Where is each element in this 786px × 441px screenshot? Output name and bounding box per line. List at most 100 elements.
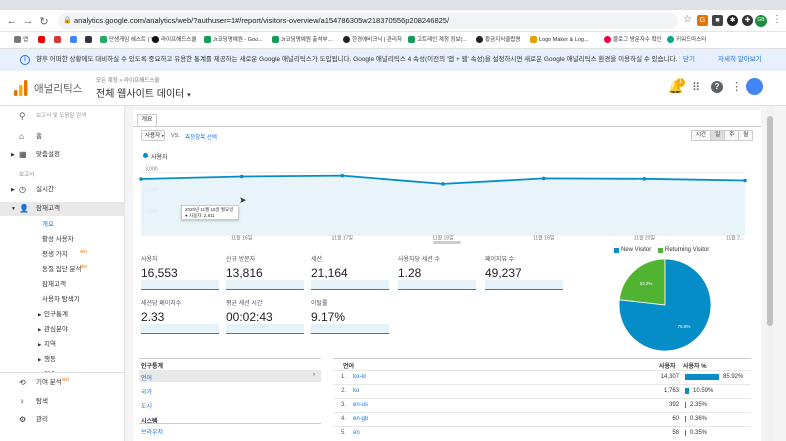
sidebar-item-audiences[interactable]: 잠재고객	[0, 278, 125, 292]
browser-menu-icon[interactable]: ⋮	[772, 14, 782, 25]
sidebar-item-lifetime-value[interactable]: 평생 가치 베타	[0, 248, 125, 262]
data-point[interactable]	[139, 177, 143, 181]
notice-close-link[interactable]: 닫기	[683, 56, 695, 63]
metric-tile[interactable]: 평균 세션 시간 00:02:43	[226, 298, 306, 334]
metric-dropdown[interactable]: 사용자 ▾	[141, 130, 165, 141]
sidebar-item-geo[interactable]: ▶ 지역	[0, 338, 125, 352]
granularity-week[interactable]: 주	[725, 130, 740, 141]
demographics-item-country[interactable]: 국가	[141, 390, 153, 396]
bookmark-youtube[interactable]	[38, 36, 47, 45]
forward-icon[interactable]: →	[22, 15, 34, 27]
system-heading: 시스템	[141, 419, 158, 425]
tab-overview[interactable]: 개요	[137, 114, 157, 126]
puzzle-icon[interactable]: ✚	[742, 15, 753, 26]
metric-tile[interactable]: 페이지뷰 수 49,237	[485, 254, 565, 290]
bookmark-site[interactable]: 라이프해드스쿨	[152, 36, 196, 45]
sidebar-item-customization[interactable]: ▶ ▦ 맞춤설정	[0, 148, 125, 162]
data-point[interactable]	[239, 174, 244, 179]
bookmarks-bar: 앱 단생게임 헤스트 | Tr... 라이프해드스쿨 Jr코딩명예원 - Goo…	[0, 32, 786, 49]
row-index: 2.	[341, 388, 347, 394]
sidebar-item-realtime[interactable]: ▶ ◷ 실시간	[0, 183, 125, 197]
bookmark-site[interactable]: 황금지식클럽명	[476, 36, 520, 45]
row-language-link[interactable]: ko-kr	[353, 374, 367, 380]
bookmark-site[interactable]	[85, 36, 94, 45]
data-point[interactable]	[743, 178, 747, 183]
sidebar-item-label: 동질 집단 분석	[42, 266, 82, 273]
pie-slice[interactable]	[618, 258, 666, 306]
notice-learn-more-link[interactable]: 자세히 알아보기	[718, 56, 762, 63]
bookmark-site[interactable]: 고트레인 계정 정보(...	[408, 36, 467, 45]
bookmark-site[interactable]: 한경에비크닉 | 관리자	[343, 36, 402, 45]
sidebar-item-audience[interactable]: ▼ 👤 잠재고객	[0, 202, 125, 216]
extension-icon[interactable]: ■	[712, 15, 723, 26]
pie-slice[interactable]	[618, 258, 712, 352]
extension-icon[interactable]: ✱	[727, 15, 738, 26]
apps-grid-icon[interactable]: ⠿	[692, 82, 701, 94]
sidebar-item-tech[interactable]: ▶ 기술	[0, 364, 125, 372]
sidebar-item-demographics[interactable]: ▶ 인구통계	[0, 308, 125, 322]
data-point[interactable]	[642, 177, 647, 181]
bookmark-site[interactable]: Logo Maker & Log...	[530, 36, 589, 45]
sidebar-item-cohort[interactable]: 동질 집단 분석 베타	[0, 263, 125, 277]
row-users: 392	[668, 402, 679, 408]
bookmark-site[interactable]: Jr코딩명예원 - Goo...	[204, 36, 263, 45]
sidebar-search[interactable]: ⚲ 보고서 및 도움말 검색	[0, 109, 125, 123]
data-point[interactable]	[441, 182, 445, 186]
sidebar-item-admin[interactable]: ⚙ 관리	[0, 413, 125, 427]
user-avatar[interactable]	[746, 78, 763, 95]
row-language-link[interactable]: ko	[353, 388, 360, 394]
profile-avatar[interactable]: GB	[755, 15, 767, 27]
granularity-day[interactable]: 일	[711, 130, 726, 141]
sidebar-item-discover[interactable]: ♀ 탐색	[0, 395, 125, 409]
metric-tile[interactable]: 사용자당 세션 수 1.28	[398, 254, 478, 290]
demographics-heading: 인구통계	[141, 364, 164, 370]
row-language-link[interactable]: en-us	[353, 402, 369, 408]
demographics-item-language[interactable]: 언어 ›	[139, 370, 321, 382]
row-users: 58	[672, 430, 679, 436]
data-point[interactable]	[340, 173, 345, 178]
help-icon[interactable]: ?	[711, 81, 723, 93]
sidebar-item-active-users[interactable]: 활성 사용자	[0, 233, 125, 247]
more-menu-icon[interactable]: ⋮	[731, 81, 742, 93]
sidebar-item-attribution[interactable]: ⟲ 기여 분석 베타	[0, 376, 125, 390]
bookmark-google[interactable]	[70, 36, 79, 45]
granularity-month[interactable]: 월	[739, 130, 754, 141]
page-scrollbar[interactable]	[766, 106, 774, 441]
sidebar-item-overview[interactable]: 개요	[0, 218, 125, 232]
scrollbar-thumb[interactable]	[767, 116, 773, 326]
url-bar[interactable]: 🔒 analytics.google.com/analytics/web/?aut…	[58, 13, 678, 29]
bookmark-site[interactable]: 단생게임 헤스트 | Tr...	[100, 36, 160, 45]
metric-tile[interactable]: 세션 21,164	[311, 254, 391, 290]
reload-icon[interactable]: ↻	[39, 15, 49, 28]
sidebar-item-user-explorer[interactable]: 사용자 탐색기	[0, 293, 125, 307]
bookmark-gmail[interactable]	[54, 36, 63, 45]
select-metric-link[interactable]: 측정항목 선택	[185, 135, 217, 141]
bookmark-site[interactable]: 키워드마스터	[667, 36, 706, 45]
chart-resize-handle[interactable]	[433, 241, 461, 244]
metric-tile[interactable]: 신규 방문자 13,816	[226, 254, 306, 290]
metric-tile[interactable]: 사용자 16,553	[141, 254, 221, 290]
tab-divider	[133, 126, 761, 127]
granularity-hour[interactable]: 시간	[691, 130, 712, 141]
sidebar-item-interests[interactable]: ▶ 관심분야	[0, 323, 125, 337]
pie-legend-label: New Visitor	[621, 247, 652, 253]
extension-icon[interactable]: G	[697, 15, 708, 26]
system-item-browser[interactable]: 브라우저	[141, 430, 164, 436]
metric-tile[interactable]: 세션당 페이지수 2.33	[141, 298, 221, 334]
metric-tile[interactable]: 이탈률 9.17%	[311, 298, 391, 334]
star-icon[interactable]: ☆	[683, 14, 692, 25]
bookmark-site[interactable]: 블로그 방문자수 확인	[604, 36, 662, 45]
bookmark-site[interactable]: Jr코딩명예원 출석부...	[272, 36, 332, 45]
data-point[interactable]	[541, 176, 546, 181]
metric-value: 9.17%	[311, 310, 346, 324]
back-icon[interactable]: ←	[6, 15, 18, 27]
tooltip-value: ● 사용자: 2,811	[185, 213, 215, 218]
row-language-link[interactable]: en	[353, 430, 360, 436]
account-breadcrumb[interactable]: 모든 계정 > 라이프해드스쿨	[96, 78, 160, 84]
demographics-item-city[interactable]: 도시	[141, 404, 153, 410]
sidebar-item-home[interactable]: ⌂ 홈	[0, 130, 125, 144]
sidebar-item-behavior[interactable]: ▶ 행동	[0, 353, 125, 367]
property-selector[interactable]: 전체 웹사이트 데이터 ▾	[96, 85, 191, 100]
row-language-link[interactable]: en-gb	[353, 416, 369, 422]
bookmark-apps[interactable]: 앱	[14, 36, 28, 45]
